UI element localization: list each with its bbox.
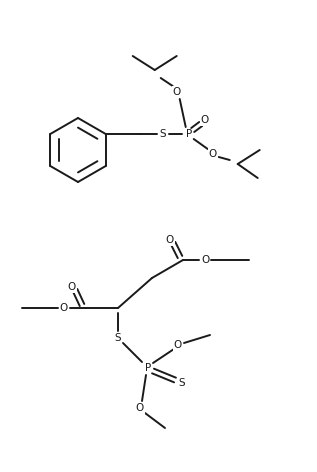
Text: O: O (201, 255, 209, 265)
Text: O: O (60, 303, 68, 313)
Text: S: S (159, 129, 166, 139)
Text: O: O (172, 87, 181, 97)
Text: O: O (174, 340, 182, 350)
Text: O: O (209, 149, 217, 159)
Text: P: P (185, 129, 192, 139)
Text: P: P (145, 363, 151, 373)
Text: O: O (166, 235, 174, 245)
Text: S: S (115, 333, 121, 343)
Text: S: S (179, 378, 185, 388)
Text: O: O (201, 115, 209, 125)
Text: O: O (136, 403, 144, 413)
Text: O: O (68, 282, 76, 292)
